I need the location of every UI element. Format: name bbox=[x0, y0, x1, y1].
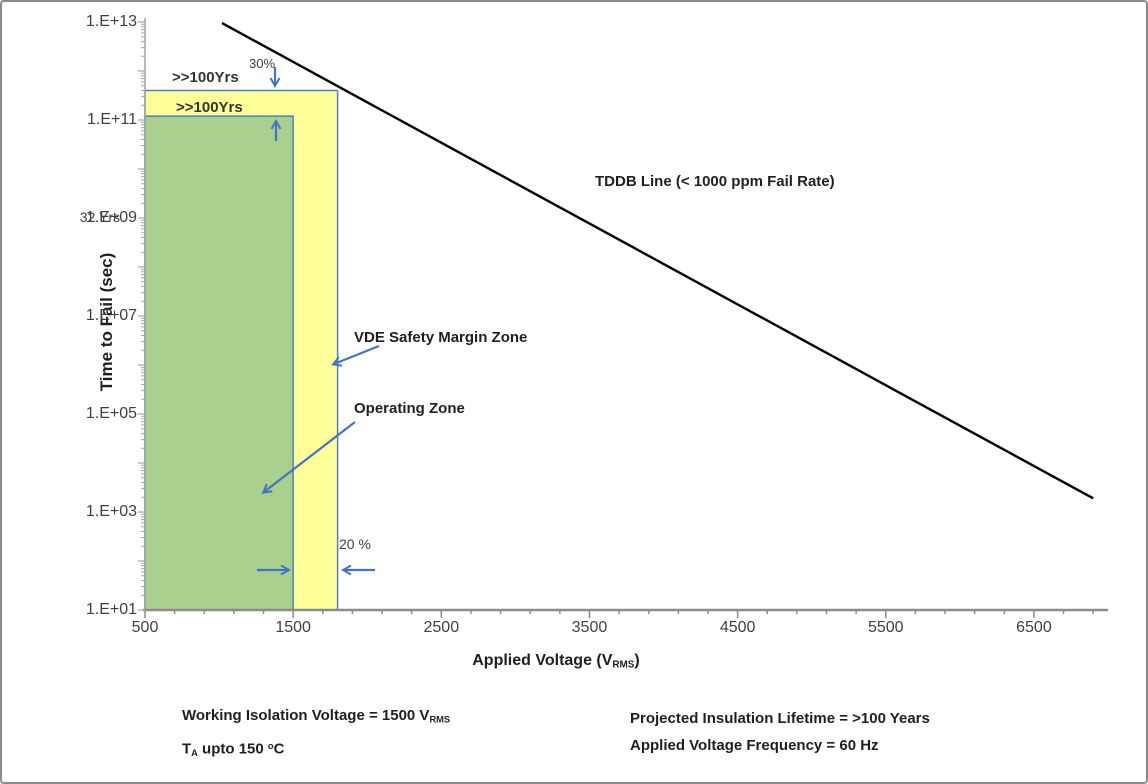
operating-zone-rect bbox=[144, 115, 294, 611]
footnote-working-isolation-voltage: Working Isolation Voltage = 1500 VRMS bbox=[182, 707, 451, 725]
y-tick-label: 1.E+03 bbox=[85, 503, 137, 520]
vde-zone-pointer-arrow-icon bbox=[334, 344, 380, 364]
y-tick-label: 1.E+11 bbox=[87, 111, 137, 128]
x-tick-label: 2500 bbox=[423, 619, 460, 636]
y-tick-label: 1.E+05 bbox=[85, 405, 137, 422]
footnote-right-block: Projected Insulation Lifetime = >100 Yea… bbox=[630, 705, 930, 759]
footnote-projected-lifetime: Projected Insulation Lifetime = >100 Yea… bbox=[630, 710, 930, 727]
operating-zone-lifetime-label: >>100Yrs bbox=[176, 99, 243, 116]
annotation-arrows bbox=[257, 67, 380, 570]
x-tick-label: 1500 bbox=[275, 619, 311, 636]
tddb-line bbox=[221, 22, 1094, 500]
axes-layer bbox=[138, 18, 1108, 618]
y-tick-label: 1.E+07 bbox=[85, 307, 137, 324]
tddb-series-line bbox=[221, 22, 1094, 500]
vde-zone-lifetime-label: >>100Yrs bbox=[172, 69, 239, 86]
tddb-line-label: TDDB Line (< 1000 ppm Fail Rate) bbox=[595, 173, 835, 190]
lifetime-margin-30pct-label: 30% bbox=[249, 56, 276, 71]
x-tick-label: 6500 bbox=[1016, 619, 1052, 636]
x-tick-label: 5500 bbox=[867, 619, 904, 636]
operating-zone-pointer-arrow-icon bbox=[264, 421, 356, 492]
footnote-ambient-temperature: TA upto 150 oC bbox=[182, 740, 285, 759]
y-tick-label: 1.E+09 bbox=[85, 209, 137, 226]
x-axis-title: Applied Voltage (VRMS) bbox=[472, 652, 640, 671]
x-tick-label: 500 bbox=[131, 619, 159, 636]
operating-zone-label: Operating Zone bbox=[354, 400, 465, 417]
vde-safety-margin-zone-label: VDE Safety Margin Zone bbox=[354, 329, 528, 346]
y-tick-label: 1.E+01 bbox=[85, 601, 137, 618]
footnote-left-block: Working Isolation Voltage = 1500 VRMS TA… bbox=[182, 702, 450, 767]
y-tick-label: 1.E+13 bbox=[85, 13, 137, 30]
footnote-voltage-frequency: Applied Voltage Frequency = 60 Hz bbox=[630, 737, 879, 754]
y-axis-note-32yrs: 32 Yrs bbox=[79, 209, 120, 225]
x-tick-label: 3500 bbox=[571, 619, 608, 636]
x-tick-label: 4500 bbox=[719, 619, 756, 636]
zones-layer bbox=[144, 89, 339, 611]
voltage-margin-20pct-label: 20 % bbox=[339, 536, 371, 552]
